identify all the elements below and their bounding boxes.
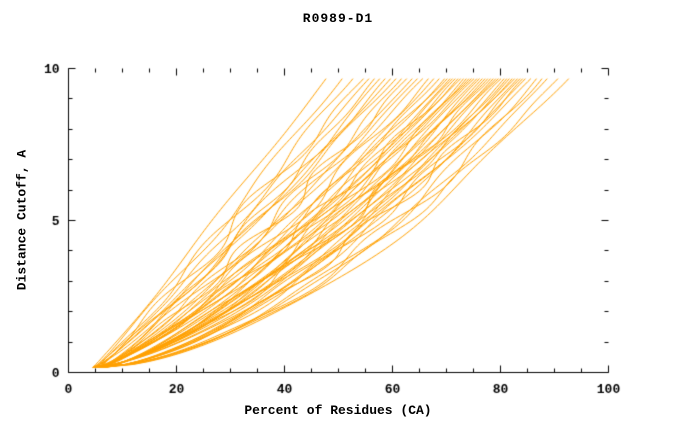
x-axis-label: Percent of Residues (CA) [244, 403, 432, 418]
